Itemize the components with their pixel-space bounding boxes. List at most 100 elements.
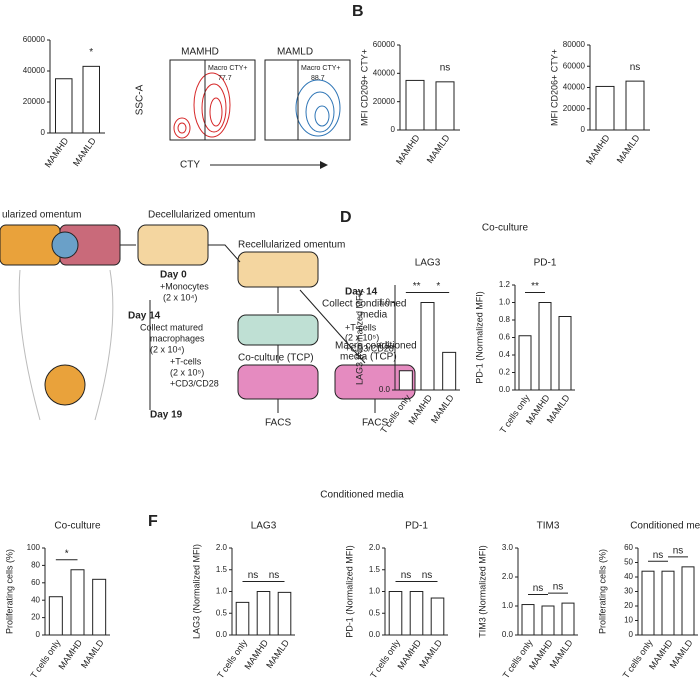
chart-title: LAG3 [251,521,277,532]
chart-title: Conditioned med [630,521,700,532]
body [18,269,114,421]
bar [430,597,445,636]
x-tick-label: T cells only [28,637,62,680]
y-tick-label: 1.5 [216,565,228,574]
y-tick-label: 40 [31,595,40,604]
significance: ns [553,582,564,593]
x-tick-label: MAMLD [71,135,98,168]
y-tick-label: 60000 [23,35,46,44]
y-label: PD-1 (Normalized MFI) [344,545,354,638]
y-tick-label: 0 [36,630,41,639]
label: media (TCP) [340,352,397,363]
chart-title: TIM3 [537,521,560,532]
bar [277,591,292,636]
y-tick-label: 0 [629,630,634,639]
bar [442,351,457,391]
bar [405,79,425,131]
y-label: Proliferating cells (%) [4,549,14,634]
panel-letter: D [340,209,352,226]
flow-title: MAMLD [277,47,313,58]
chart-title: PD-1 [534,258,557,269]
x-tick-label: MAMLD [79,637,106,670]
bar [641,570,655,636]
y-tick-label: 0.5 [216,608,228,617]
x-tick-label: MAMHD [394,132,422,166]
y-tick-label: 20000 [563,104,586,113]
label: (2 x 10⁴) [150,344,184,354]
y-tick-label: 40000 [373,68,396,77]
flow-ylabel: SSC-A [135,84,146,115]
bar [82,65,100,134]
bar [388,591,403,636]
significance: ns [248,570,259,581]
y-tick-label: 1.5 [369,565,381,574]
bar [48,596,63,636]
label: +CD3/CD28 [170,378,219,388]
scaffold [237,251,319,288]
y-tick-label: 60 [31,578,40,587]
y-tick-label: 40 [624,572,633,581]
y-label: MFI CD209+ CTY+ [359,49,369,126]
label: +T-cells [345,322,377,332]
significance: ns [440,62,451,73]
y-tick-label: 0.2 [499,368,511,377]
x-tick-label: T cells only [621,637,655,680]
y-label: LAG3 (Normalized MFI) [354,290,364,385]
significance: ** [413,281,421,292]
x-tick-label: T cells only [215,637,249,680]
label: Co-culture (TCP) [238,353,314,364]
y-tick-label: 60000 [373,40,396,49]
significance: * [89,47,93,58]
chart-title: LAG3 [415,258,441,269]
bar [558,316,572,391]
label: Collect conditioned [322,299,407,310]
contours [295,79,341,137]
y-tick-label: 0.0 [502,630,514,639]
y-tick-label: 0.0 [379,385,391,394]
chart-title: Co-culture [54,521,101,532]
y-tick-label: 0.0 [369,630,381,639]
bar [661,570,675,636]
y-tick-label: 0.0 [499,385,511,394]
significance: ns [653,550,664,561]
y-tick-label: 40000 [23,66,46,75]
panel-letter: F [148,513,158,530]
x-tick-label: MAMHD [584,132,612,166]
bar [409,591,424,636]
significance: ns [533,583,544,594]
y-tick-label: 0.6 [499,333,511,342]
label: Collect matured [140,322,203,332]
label: Day 0 [160,270,187,281]
bar [435,81,455,131]
significance: ns [401,570,412,581]
bar [681,566,695,636]
label: Recellularized omentum [238,240,345,251]
significance: * [436,281,440,292]
y-tick-label: 80 [31,561,40,570]
panel-letter: B [352,3,364,20]
label: media [360,310,388,321]
bar [518,335,532,391]
y-tick-label: 1.0 [379,298,391,307]
x-tick-label: T cells only [501,637,535,680]
section-header: Conditioned media [320,490,404,501]
bar [420,302,435,391]
y-tick-label: 20000 [373,97,396,106]
y-tick-label: 0 [391,125,396,134]
significance: ns [422,570,433,581]
y-tick-label: 0.5 [379,341,391,350]
well [237,364,319,400]
chart-title: PD-1 [405,521,428,532]
label: (2 x 10⁴) [163,292,197,302]
y-tick-label: 20 [624,601,633,610]
y-tick-label: 1.2 [499,280,511,289]
y-tick-label: 3.0 [502,543,514,552]
y-tick-label: 0 [41,128,46,137]
bar [70,569,85,636]
y-tick-label: 0.4 [499,350,511,359]
y-label: TIM3 (Normalized MFI) [477,545,487,638]
label: Macro conditioned [335,341,417,352]
y-tick-label: 50 [624,558,633,567]
y-tick-label: 2.0 [216,543,228,552]
flow-box [264,59,351,141]
